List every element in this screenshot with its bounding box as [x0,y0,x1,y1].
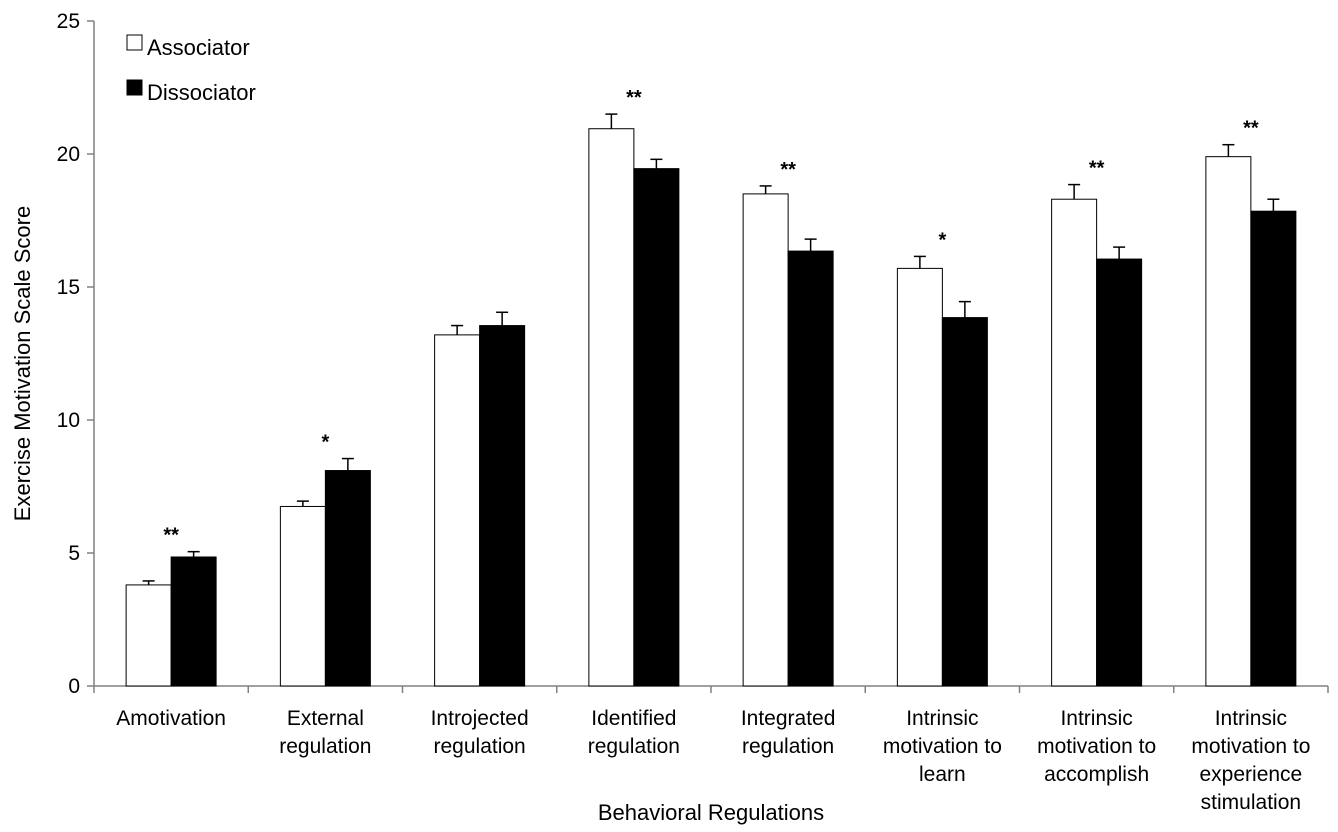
legend-swatch-associator [126,34,143,51]
category-label-line: regulation [588,735,680,758]
category-label: External regulation [279,707,371,758]
y-tick-label: 15 [57,276,80,299]
bar-associator-0 [125,584,172,687]
y-tick-label: 0 [68,675,80,698]
category-label-line: Amotivation [116,707,226,730]
x-axis-title: Behavioral Regulations [598,800,824,825]
category-label-line: External [287,707,364,730]
category-label-line: Intrinsic [1060,707,1132,730]
category-label: Intrinsic motivation to accomplish [1037,707,1156,786]
category-label-line: Intrinsic [906,707,978,730]
category-label-line: experience [1200,763,1303,786]
category-label-line: regulation [742,735,834,758]
category-label: Identified regulation [588,707,680,758]
category-label-line: Identified [591,707,676,730]
legend-label-dissociator: Dissociator [147,80,256,105]
category-label: Integrated regulation [741,707,836,758]
category-label-line: Integrated [741,707,836,730]
bar-dissociator-3 [633,168,680,687]
category-label: Intrinsic motivation to learn [883,707,1002,786]
category-label-line: motivation to [883,735,1002,758]
category-label-line: motivation to [1191,735,1310,758]
bar-associator-7 [1205,156,1252,687]
bars [125,128,1297,687]
legend-label-associator: Associator [147,35,250,60]
significance-marker: ** [780,159,796,181]
bar-dissociator-6 [1096,258,1143,687]
significance-marker: * [321,432,329,454]
category-label-line: Intrinsic [1215,707,1287,730]
y-tick-label: 25 [57,10,80,33]
category-label-line: learn [919,763,966,786]
y-axis-title: Exercise Motivation Scale Score [10,206,35,521]
category-label-line: motivation to [1037,735,1156,758]
significance-marker: ** [1243,118,1259,140]
bar-associator-2 [434,334,481,687]
y-tick-label: 20 [57,143,80,166]
significance-marker: * [938,229,946,251]
error-bars [142,113,1280,585]
category-label-line: stimulation [1201,791,1301,814]
category-label-line: regulation [279,735,371,758]
y-tick-label: 5 [68,542,80,565]
category-label: Introjected regulation [431,707,529,758]
category-label: Intrinsic motivation to experience stimulat… [1191,707,1310,814]
category-label-line: regulation [434,735,526,758]
bar-associator-1 [279,505,326,687]
significance-marker: ** [163,525,179,547]
category-label-line: accomplish [1044,763,1149,786]
bar-associator-3 [588,128,635,687]
bar-dissociator-5 [941,317,988,687]
category-label-line: Introjected [431,707,529,730]
significance-markers: ************ [163,87,1259,547]
category-label: Amotivation [116,707,226,730]
bar-associator-4 [742,193,789,687]
bar-dissociator-4 [787,250,834,687]
legend-swatch-dissociator [126,79,143,96]
legend: Associator Dissociator [126,34,256,105]
y-tick-label: 10 [57,409,80,432]
significance-marker: ** [1089,158,1105,180]
category-labels: Amotivation External regulationIntrojected… [116,707,1310,814]
significance-marker: ** [626,87,642,109]
bar-associator-5 [896,267,943,687]
bar-dissociator-7 [1250,210,1297,687]
bar-dissociator-2 [479,325,526,687]
bar-dissociator-0 [170,556,217,687]
bar-associator-6 [1051,198,1098,687]
bar-dissociator-1 [324,470,371,687]
